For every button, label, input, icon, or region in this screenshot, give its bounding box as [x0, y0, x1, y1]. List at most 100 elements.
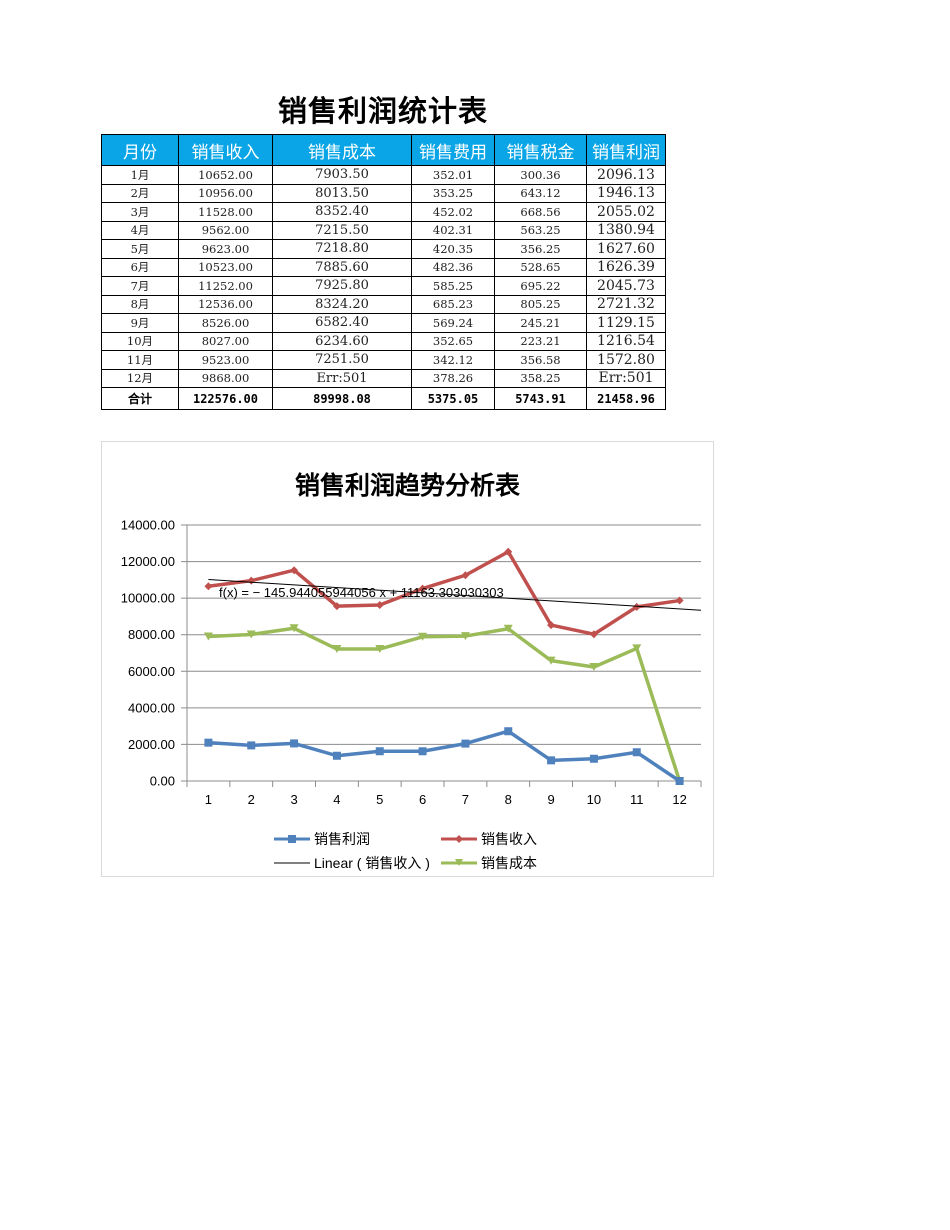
data-point-square-marker — [332, 751, 341, 760]
cell-month: 5月 — [101, 239, 179, 259]
data-point-diamond-marker — [504, 547, 513, 556]
cell-profit: 2045.73 — [586, 276, 666, 296]
total-label: 合计 — [101, 387, 179, 410]
cell-expense: 585.25 — [411, 276, 495, 296]
cell-revenue: 12536.00 — [178, 294, 273, 314]
data-point-square-marker — [547, 756, 556, 765]
table-row: 10月 8027.00 6234.60 352.65 223.21 1216.54 — [101, 331, 666, 351]
y-tick-label: 8000.00 — [128, 627, 175, 642]
trendline — [208, 579, 702, 611]
cell-profit: 1627.60 — [586, 239, 666, 259]
cell-profit: Err:501 — [586, 368, 666, 388]
header-cost: 销售成本 — [272, 134, 412, 166]
cell-month: 12月 — [101, 368, 179, 388]
cell-revenue: 9623.00 — [178, 239, 273, 259]
cell-tax: 356.58 — [494, 350, 587, 370]
table-row: 6月 10523.00 7885.60 482.36 528.65 1626.39 — [101, 257, 666, 277]
data-point-square-marker — [247, 741, 256, 750]
table-row: 11月 9523.00 7251.50 342.12 356.58 1572.80 — [101, 350, 666, 370]
cell-profit: 2721.32 — [586, 294, 666, 314]
data-point-triangle-marker — [632, 644, 642, 653]
data-point-square-marker — [504, 727, 513, 736]
series-line-1 — [208, 550, 680, 636]
cell-profit: 2096.13 — [586, 165, 666, 185]
y-tick-label: 6000.00 — [128, 664, 175, 679]
cell-cost: 8352.40 — [272, 202, 412, 222]
legend-line-icon — [274, 862, 310, 864]
legend-label: 销售收入 — [481, 831, 537, 847]
sales-profit-table: 月份 销售收入 销售成本 销售费用 销售税金 销售利润 1月 10652.00 79… — [101, 134, 666, 410]
data-point-diamond-marker — [675, 596, 684, 605]
cell-tax: 668.56 — [494, 202, 587, 222]
x-tick-label: 8 — [505, 792, 512, 807]
total-value: 5375.05 — [411, 387, 495, 410]
x-tick-label: 4 — [333, 792, 340, 807]
legend-label: 销售利润 — [314, 831, 370, 847]
data-point-square-marker — [675, 777, 684, 785]
total-value: 122576.00 — [178, 387, 273, 410]
data-point-diamond-marker — [204, 582, 213, 591]
cell-revenue: 9523.00 — [178, 350, 273, 370]
table-row: 5月 9623.00 7218.80 420.35 356.25 1627.60 — [101, 239, 666, 259]
x-tick-label: 9 — [547, 792, 554, 807]
cell-tax: 695.22 — [494, 276, 587, 296]
legend-item-revenue: 销售收入 — [441, 829, 537, 849]
x-tick-label: 7 — [462, 792, 469, 807]
cell-tax: 356.25 — [494, 239, 587, 259]
cell-expense: 378.26 — [411, 368, 495, 388]
data-point-triangle-marker — [203, 632, 213, 641]
header-tax: 销售税金 — [494, 134, 587, 166]
series-line-2 — [208, 626, 682, 782]
data-point-diamond-marker — [547, 621, 556, 630]
data-point-triangle-marker — [375, 644, 385, 653]
data-point-diamond-marker — [375, 601, 384, 610]
page-title: 销售利润统计表 — [277, 94, 488, 128]
cell-revenue: 8526.00 — [178, 313, 273, 333]
cell-expense: 685.23 — [411, 294, 495, 314]
cell-expense: 353.25 — [411, 183, 495, 203]
x-tick-label: 2 — [248, 792, 255, 807]
cell-cost: 8324.20 — [272, 294, 412, 314]
cell-month: 6月 — [101, 257, 179, 277]
chart-plot-area: 0.00 2000.00 4000.00 6000.00 8000.00 10000.00… — [121, 518, 702, 807]
data-point-diamond-marker — [332, 602, 341, 611]
cell-profit: 1380.94 — [586, 220, 666, 240]
chart-title: 销售利润趋势分析表 — [294, 471, 520, 500]
cell-profit: 1572.80 — [586, 350, 666, 370]
cell-profit: 1129.15 — [586, 313, 666, 333]
data-point-triangle-marker — [503, 624, 513, 633]
cell-tax: 358.25 — [494, 368, 587, 388]
y-tick-label: 0.00 — [150, 774, 175, 789]
cell-revenue: 8027.00 — [178, 331, 273, 351]
total-value: 89998.08 — [272, 387, 412, 410]
x-tick-label: 1 — [205, 792, 212, 807]
cell-cost: 7903.50 — [272, 165, 412, 185]
data-point-square-marker — [632, 748, 641, 757]
data-point-triangle-marker — [460, 632, 470, 641]
cell-tax: 643.12 — [494, 183, 587, 203]
cell-cost: 6234.60 — [272, 331, 412, 351]
cell-month: 1月 — [101, 165, 179, 185]
cell-tax: 300.36 — [494, 165, 587, 185]
table-row: 4月 9562.00 7215.50 402.31 563.25 1380.94 — [101, 220, 666, 240]
table-row: 8月 12536.00 8324.20 685.23 805.25 2721.32 — [101, 294, 666, 314]
data-point-diamond-marker — [461, 571, 470, 580]
y-tick-label: 12000.00 — [121, 554, 175, 569]
x-tick-label: 3 — [290, 792, 297, 807]
cell-month: 2月 — [101, 183, 179, 203]
x-tick-label: 11 — [630, 792, 644, 807]
data-point-square-marker — [461, 739, 470, 748]
table-total-row: 合计 122576.00 89998.08 5375.05 5743.91 21458.9… — [101, 387, 666, 410]
cell-profit: 1216.54 — [586, 331, 666, 351]
cell-cost: 7218.80 — [272, 239, 412, 259]
total-value: 5743.91 — [494, 387, 587, 410]
data-point-triangle-marker — [332, 645, 342, 654]
legend-label: Linear ( 销售收入 ) — [314, 855, 430, 871]
cell-month: 4月 — [101, 220, 179, 240]
legend-triangle-marker-icon — [441, 859, 477, 866]
y-tick-label: 4000.00 — [128, 700, 175, 715]
data-point-square-marker — [589, 754, 598, 763]
x-tick-label: 6 — [419, 792, 426, 807]
cell-tax: 805.25 — [494, 294, 587, 314]
y-tick-label: 10000.00 — [121, 591, 175, 606]
